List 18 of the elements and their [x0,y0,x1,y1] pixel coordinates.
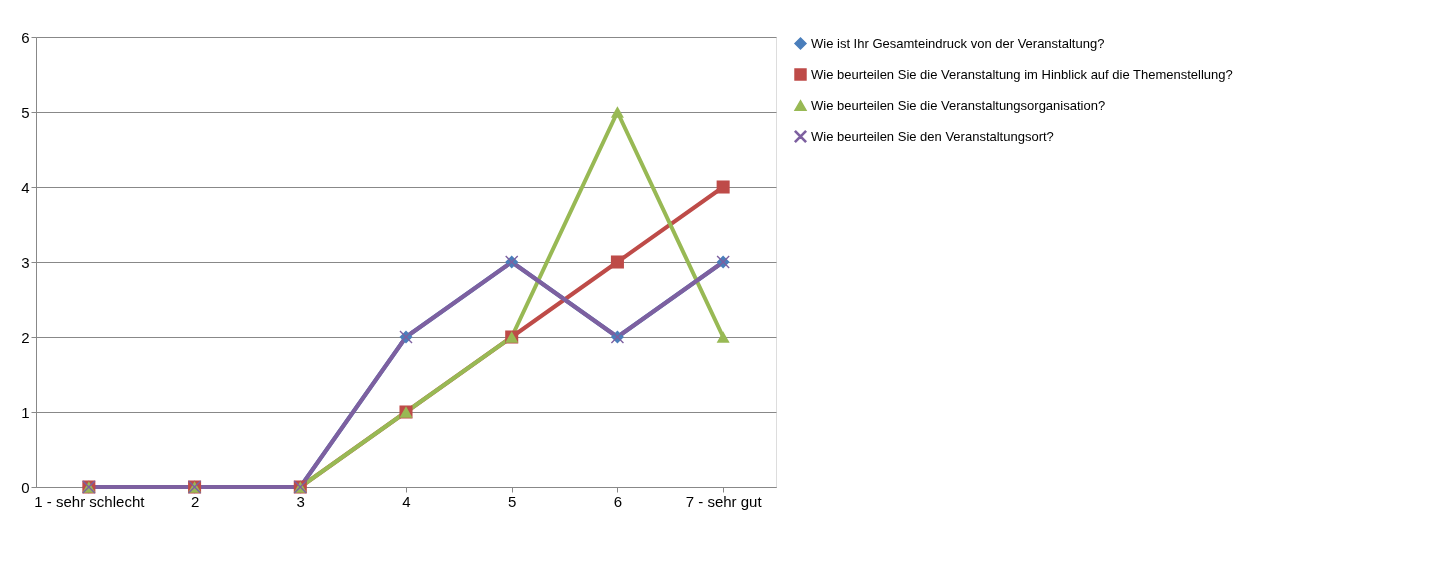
y-tick-label: 5 [21,103,30,121]
x-tick-label: 7 - sehr gut [685,492,763,510]
y-tick-label: 4 [21,178,30,196]
y-tick-label: 6 [21,28,30,46]
y-tick-label: 2 [21,328,30,346]
y-tick-label: 3 [21,253,30,271]
x-tick-label: 5 [508,492,517,510]
x-tick-label: 4 [402,492,411,510]
x-tick-label: 2 [190,492,200,510]
legend-label: Wie beurteilen Sie den Veranstaltungsort? [811,128,1054,144]
y-tick-label: 0 [21,478,30,496]
legend-label: Wie beurteilen Sie die Veranstaltung im Hinblick auf die Themenstellung? [811,66,1233,82]
legend-label: Wie beurteilen Sie die Veranstaltungsorganisation? [811,97,1106,113]
x-tick-label: 6 [613,492,623,510]
legend-label: Wie ist Ihr Gesamteindruck von der Veranstaltung? [811,35,1105,51]
x-tick-label: 3 [296,492,305,510]
x-tick-label: 1 - sehr schlecht [34,492,146,510]
y-tick-label: 1 [21,403,30,421]
